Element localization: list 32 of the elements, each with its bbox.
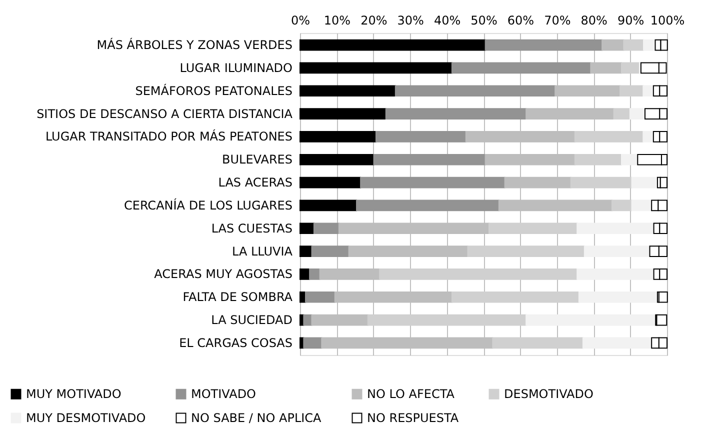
- x-tick-label: 70%: [544, 14, 571, 28]
- y-tick-label: FALTA DE SOMBRA: [182, 290, 294, 304]
- legend-label: MOTIVADO: [191, 387, 256, 402]
- legend-label: NO LO AFECTA: [367, 387, 456, 402]
- x-tick-label: 50%: [470, 14, 498, 28]
- y-tick-label: CERCANÍA DE LOS LUGARES: [124, 197, 292, 212]
- y-tick-label: LUGAR ILUMINADO: [180, 60, 292, 75]
- y-tick-label: MÁS ÁRBOLES Y ZONAS VERDES: [96, 37, 292, 52]
- y-tick-label: LA LLUVIA: [232, 244, 294, 258]
- x-tick-label: 60%: [507, 14, 534, 28]
- x-tick-label: 100%: [650, 14, 685, 28]
- x-tick-label: 0%: [290, 14, 310, 28]
- y-tick-label: BULEVARES: [222, 152, 292, 167]
- y-tick-label: LA SUCIEDAD: [211, 313, 292, 328]
- y-tick-label: EL CARGAS COSAS: [179, 336, 292, 350]
- y-tick-label: SEMÁFOROS PEATONALES: [135, 82, 292, 98]
- legend-label: MUY DESMOTIVADO: [26, 411, 146, 425]
- x-tick-label: 80%: [580, 14, 608, 28]
- legend-label: NO RESPUESTA: [367, 411, 460, 425]
- y-tick-label: SITIOS DE DESCANSO A CIERTA DISTANCIA: [36, 106, 294, 121]
- legend-label: MUY MOTIVADO: [26, 387, 122, 402]
- legend-label: DESMOTIVADO: [504, 387, 594, 402]
- y-tick-label: LAS ACERAS: [218, 176, 292, 190]
- x-tick-label: 30%: [397, 14, 424, 28]
- x-tick-label: 10%: [324, 14, 351, 28]
- legend-label: NO SABE / NO APLICA: [191, 411, 322, 425]
- y-tick-label: ACERAS MUY AGOSTAS: [154, 267, 292, 282]
- y-tick-label: LUGAR TRANSITADO POR MÁS PEATONES: [45, 128, 292, 144]
- x-tick-label: 40%: [434, 14, 461, 28]
- y-tick-label: LAS CUESTAS: [211, 221, 292, 236]
- x-tick-label: 20%: [360, 14, 388, 28]
- x-tick-label: 90%: [617, 14, 644, 28]
